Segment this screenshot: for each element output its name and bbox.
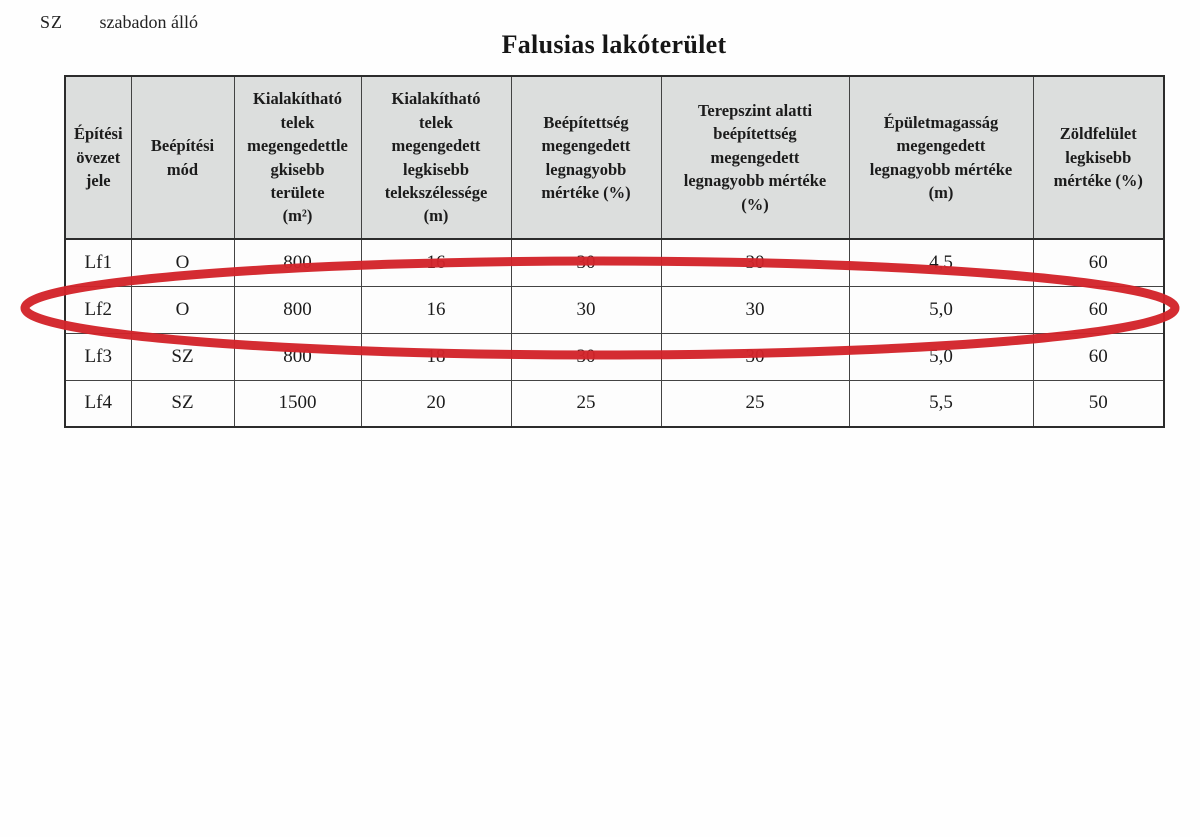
zoning-table: Építési övezet jele Beépítési mód Kialak… [64,75,1165,428]
table-cell: 16 [360,238,512,287]
table-cell: 30 [660,332,850,381]
table-cell: 18 [360,332,512,381]
table-cell: 800 [233,332,362,381]
table-cell: 30 [660,285,850,334]
table-cell: 20 [360,379,512,428]
table-cell: SZ [130,332,235,381]
header-row: Építési övezet jele Beépítési mód Kialak… [64,75,1165,240]
column-header-max-coverage: Beépítettség megengedett legnagyobb mért… [510,75,662,240]
column-header-min-green-area: Zöldfelület legkisebb mértéke (%) [1032,75,1165,240]
column-header-min-plot-area: Kialakítható telek megengedettle gkisebb… [233,75,362,240]
table-cell: O [130,285,235,334]
table-cell: 800 [233,285,362,334]
table-cell: 60 [1032,285,1165,334]
table-cell: 25 [660,379,850,428]
table-cell: 16 [360,285,512,334]
legend-abbr: SZ [40,12,64,32]
table-cell: 5,0 [848,332,1034,381]
table-cell: 30 [510,238,662,287]
table-cell: 50 [1032,379,1165,428]
table-cell: 25 [510,379,662,428]
table-cell: 5,5 [848,379,1034,428]
table-row-lf3: Lf3 SZ 800 18 30 30 5,0 60 [64,332,1165,381]
table-cell: O [130,238,235,287]
table-row-lf4: Lf4 SZ 1500 20 25 25 5,5 50 [64,379,1165,428]
table-cell: 30 [510,332,662,381]
column-header-max-building-height: Épületmagasság megengedett legnagyobb mé… [848,75,1034,240]
table-cell: 30 [660,238,850,287]
table-cell: Lf4 [64,379,132,428]
table-row-lf1: Lf1 O 800 16 30 30 4,5 60 [64,238,1165,287]
table-row-lf2-highlighted: Lf2 O 800 16 30 30 5,0 60 [64,285,1165,334]
table-cell: 4,5 [848,238,1034,287]
table-cell: 30 [510,285,662,334]
column-header-building-mode: Beépítési mód [130,75,235,240]
table-cell: Lf2 [64,285,132,334]
table-cell: 800 [233,238,362,287]
table-cell: Lf1 [64,238,132,287]
legend-definition: szabadon álló [99,12,198,32]
table-cell: 60 [1032,332,1165,381]
table-cell: 5,0 [848,285,1034,334]
table-cell: Lf3 [64,332,132,381]
page-title: Falusias lakóterület [501,30,727,59]
column-header-min-plot-width: Kialakítható telek megengedett legkisebb… [360,75,512,240]
column-header-max-underground-coverage: Terepszint alatti beépítettség megengede… [660,75,850,240]
column-header-zone-sign: Építési övezet jele [64,75,132,240]
table-cell: 60 [1032,238,1165,287]
table-cell: SZ [130,379,235,428]
legend: SZ szabadon álló [40,12,198,33]
table-cell: 1500 [233,379,362,428]
